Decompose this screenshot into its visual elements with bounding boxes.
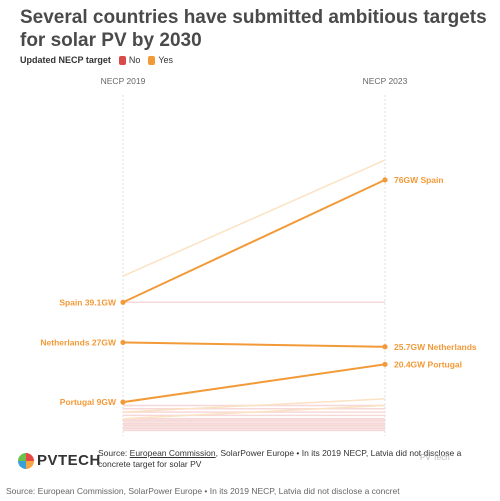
source-rest: , SolarPower Europe • In its 2019 NECP, …	[98, 448, 462, 469]
data-label-2019: Spain 39.1GW	[59, 297, 117, 307]
data-point	[120, 299, 126, 305]
highlight-line	[122, 363, 386, 404]
data-label-2023: 20.4GW Portugal	[394, 359, 462, 369]
data-point	[382, 344, 388, 350]
legend-item-no: No	[118, 55, 141, 65]
legend-text-no: No	[128, 55, 141, 65]
data-label-2023: 76GW Spain	[394, 175, 444, 185]
legend: Updated NECP target No Yes	[20, 55, 176, 65]
pvtech-logo-icon	[18, 452, 34, 469]
data-label-2019: Portugal 9GW	[60, 397, 117, 407]
pvtech-logo: PVTECH	[18, 452, 101, 469]
data-point	[382, 361, 388, 367]
data-point	[120, 339, 126, 346]
data-label-2023: 25.7GW Netherlands	[394, 342, 477, 352]
chart-title: Several countries have submitted ambitio…	[20, 7, 487, 51]
highlight-line	[122, 341, 386, 348]
column-header: NECP 2019	[101, 76, 146, 86]
image-caption: Source: European Commission, SolarPower …	[6, 486, 400, 496]
data-point	[120, 399, 126, 405]
legend-label: Updated NECP target	[20, 55, 111, 65]
data-point	[382, 177, 388, 183]
legend-swatch-yes	[148, 55, 156, 65]
highlight-line	[122, 178, 386, 304]
watermark: PV Tech	[420, 453, 450, 462]
series-line-yes	[122, 404, 386, 420]
source-note: Source: European Commission, SolarPower …	[98, 448, 493, 470]
legend-swatch-no	[118, 55, 126, 65]
series-line-yes	[122, 398, 386, 413]
source-link[interactable]: European Commission	[129, 448, 216, 458]
data-label-2019: Netherlands 27GW	[40, 337, 117, 347]
series-line-yes	[122, 159, 386, 277]
source-prefix: Source:	[98, 448, 130, 458]
column-header: NECP 2023	[363, 76, 408, 86]
pvtech-logo-text: PVTECH	[37, 452, 101, 469]
legend-text-yes: Yes	[158, 55, 174, 65]
legend-item-yes: Yes	[148, 55, 173, 65]
slope-chart: NECP 2019 NECP 2023 Spain 39.1GW 76GW Spain…	[40, 76, 477, 436]
